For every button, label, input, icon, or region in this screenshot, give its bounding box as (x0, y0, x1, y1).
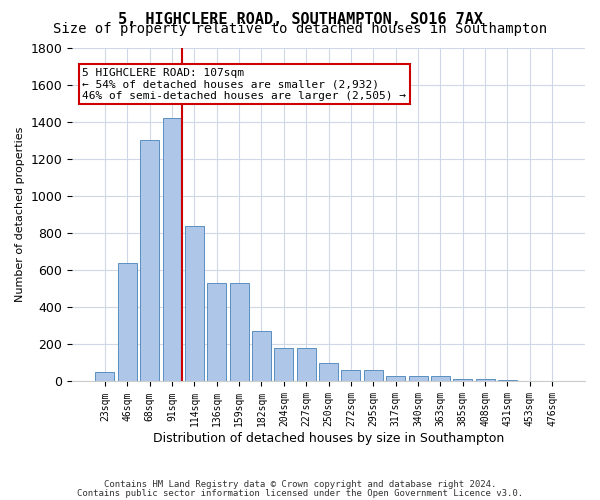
Bar (431, 376, 450, 382)
Bar (274, 348, 293, 382)
Bar (341, 370, 361, 382)
Bar (409, 376, 428, 382)
Text: Size of property relative to detached houses in Southampton: Size of property relative to detached ho… (53, 22, 547, 36)
Bar (498, 380, 517, 382)
Bar (95, 372, 115, 382)
Bar (118, 262, 137, 382)
Bar (230, 283, 248, 382)
Text: 5, HIGHCLERE ROAD, SOUTHAMPTON, SO16 7AX: 5, HIGHCLERE ROAD, SOUTHAMPTON, SO16 7AX (118, 12, 482, 28)
Bar (520, 380, 539, 382)
Bar (386, 376, 405, 382)
Bar (140, 140, 159, 382)
Text: Contains public sector information licensed under the Open Government Licence v3: Contains public sector information licen… (77, 488, 523, 498)
Text: Contains HM Land Registry data © Crown copyright and database right 2024.: Contains HM Land Registry data © Crown c… (104, 480, 496, 489)
Bar (185, 226, 204, 382)
Bar (207, 283, 226, 382)
Bar (453, 378, 472, 382)
Bar (163, 118, 182, 382)
Bar (476, 378, 494, 382)
Text: 5 HIGHCLERE ROAD: 107sqm
← 54% of detached houses are smaller (2,932)
46% of sem: 5 HIGHCLERE ROAD: 107sqm ← 54% of detach… (82, 68, 406, 100)
Bar (319, 363, 338, 382)
Y-axis label: Number of detached properties: Number of detached properties (15, 127, 25, 302)
Bar (252, 332, 271, 382)
Bar (364, 370, 383, 382)
Bar (542, 380, 562, 382)
X-axis label: Distribution of detached houses by size in Southampton: Distribution of detached houses by size … (153, 432, 504, 445)
Bar (297, 348, 316, 382)
